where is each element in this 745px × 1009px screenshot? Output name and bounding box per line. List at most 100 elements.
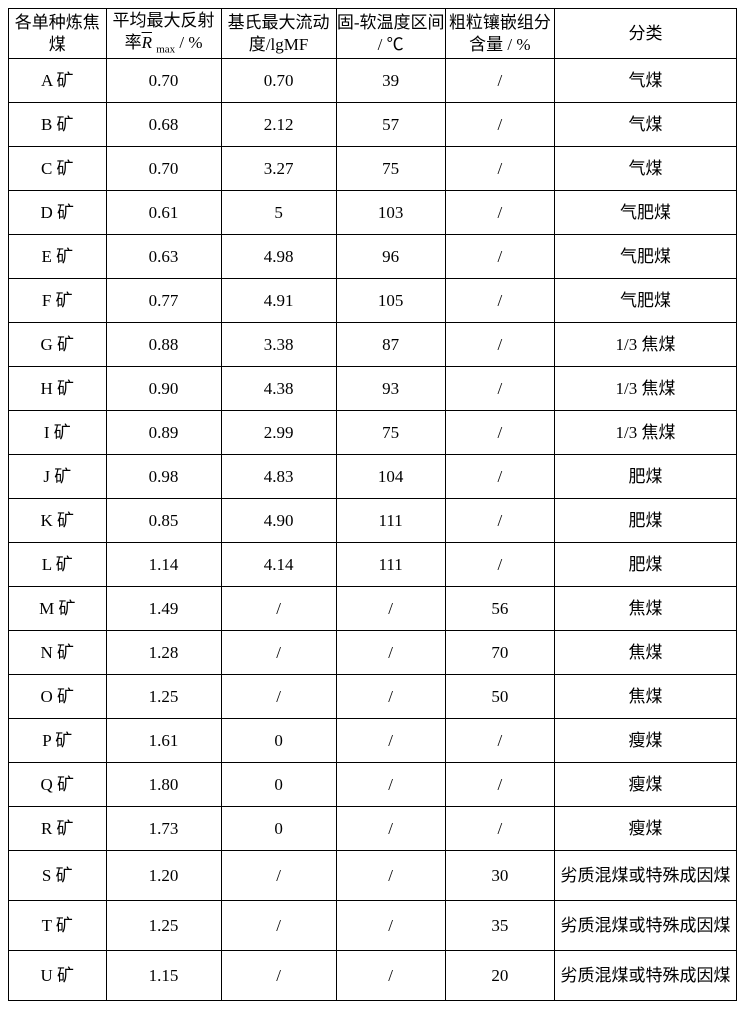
cell: / (445, 499, 554, 543)
cell: / (445, 807, 554, 851)
cell: 56 (445, 587, 554, 631)
cell: 肥煤 (554, 455, 736, 499)
header-classification: 分类 (554, 9, 736, 59)
table-row: T 矿1.25//35劣质混煤或特殊成因煤 (9, 901, 737, 951)
cell: / (221, 951, 336, 1001)
cell: / (221, 851, 336, 901)
table-row: D 矿0.615103/气肥煤 (9, 191, 737, 235)
cell: 1.15 (106, 951, 221, 1001)
cell: 1.25 (106, 675, 221, 719)
cell: / (221, 587, 336, 631)
r-sub: max (156, 43, 175, 55)
cell: 0.61 (106, 191, 221, 235)
table-row: C 矿0.703.2775/气煤 (9, 147, 737, 191)
cell: 2.12 (221, 103, 336, 147)
cell: 39 (336, 59, 445, 103)
cell: / (336, 631, 445, 675)
cell: / (336, 587, 445, 631)
cell: 57 (336, 103, 445, 147)
cell: / (445, 763, 554, 807)
cell: 0.63 (106, 235, 221, 279)
cell: / (336, 675, 445, 719)
cell: / (445, 147, 554, 191)
cell: / (221, 631, 336, 675)
cell: 35 (445, 901, 554, 951)
cell: 0 (221, 763, 336, 807)
cell: K 矿 (9, 499, 107, 543)
cell: 气煤 (554, 59, 736, 103)
cell: / (445, 279, 554, 323)
cell: 1/3 焦煤 (554, 323, 736, 367)
cell: 3.27 (221, 147, 336, 191)
table-row: U 矿1.15//20劣质混煤或特殊成因煤 (9, 951, 737, 1001)
cell: / (445, 191, 554, 235)
cell: 4.91 (221, 279, 336, 323)
cell: 1/3 焦煤 (554, 411, 736, 455)
cell: G 矿 (9, 323, 107, 367)
table-row: M 矿1.49//56焦煤 (9, 587, 737, 631)
table-row: I 矿0.892.9975/1/3 焦煤 (9, 411, 737, 455)
cell: 87 (336, 323, 445, 367)
cell: D 矿 (9, 191, 107, 235)
cell: 气肥煤 (554, 279, 736, 323)
cell: / (445, 411, 554, 455)
cell: 1.14 (106, 543, 221, 587)
cell: 0.70 (106, 147, 221, 191)
cell: 0.90 (106, 367, 221, 411)
table-body: A 矿0.700.7039/气煤B 矿0.682.1257/气煤C 矿0.703… (9, 59, 737, 1001)
cell: R 矿 (9, 807, 107, 851)
cell: 0 (221, 719, 336, 763)
table-row: A 矿0.700.7039/气煤 (9, 59, 737, 103)
cell: P 矿 (9, 719, 107, 763)
table-row: O 矿1.25//50焦煤 (9, 675, 737, 719)
cell: / (336, 901, 445, 951)
cell: 劣质混煤或特殊成因煤 (554, 901, 736, 951)
cell: 0.98 (106, 455, 221, 499)
cell: 4.14 (221, 543, 336, 587)
header-coal-name: 各单种炼焦煤 (9, 9, 107, 59)
cell: 111 (336, 499, 445, 543)
cell: B 矿 (9, 103, 107, 147)
cell: 肥煤 (554, 543, 736, 587)
cell: 0.85 (106, 499, 221, 543)
cell: 气肥煤 (554, 235, 736, 279)
cell: 焦煤 (554, 587, 736, 631)
cell: / (445, 235, 554, 279)
cell: / (445, 59, 554, 103)
cell: 4.90 (221, 499, 336, 543)
table-row: H 矿0.904.3893/1/3 焦煤 (9, 367, 737, 411)
table-row: B 矿0.682.1257/气煤 (9, 103, 737, 147)
cell: S 矿 (9, 851, 107, 901)
cell: O 矿 (9, 675, 107, 719)
cell: / (445, 719, 554, 763)
cell: 3.38 (221, 323, 336, 367)
table-row: K 矿0.854.90111/肥煤 (9, 499, 737, 543)
cell: / (445, 103, 554, 147)
cell: 105 (336, 279, 445, 323)
header-fluidity: 基氏最大流动度/lgMF (221, 9, 336, 59)
cell: 1.73 (106, 807, 221, 851)
cell: 劣质混煤或特殊成因煤 (554, 951, 736, 1001)
table-row: P 矿1.610//瘦煤 (9, 719, 737, 763)
cell: I 矿 (9, 411, 107, 455)
cell: / (336, 763, 445, 807)
cell: 103 (336, 191, 445, 235)
cell: 1.28 (106, 631, 221, 675)
cell: / (445, 323, 554, 367)
cell: F 矿 (9, 279, 107, 323)
cell: 0.88 (106, 323, 221, 367)
cell: A 矿 (9, 59, 107, 103)
table-row: S 矿1.20//30劣质混煤或特殊成因煤 (9, 851, 737, 901)
cell: 75 (336, 147, 445, 191)
cell: 1.49 (106, 587, 221, 631)
table-row: G 矿0.883.3887/1/3 焦煤 (9, 323, 737, 367)
cell: 气肥煤 (554, 191, 736, 235)
cell: / (221, 901, 336, 951)
cell: 96 (336, 235, 445, 279)
cell: C 矿 (9, 147, 107, 191)
table-row: L 矿1.144.14111/肥煤 (9, 543, 737, 587)
cell: 0.68 (106, 103, 221, 147)
cell: 0 (221, 807, 336, 851)
cell: 70 (445, 631, 554, 675)
header-reflectance: 平均最大反射率R max / % (106, 9, 221, 59)
